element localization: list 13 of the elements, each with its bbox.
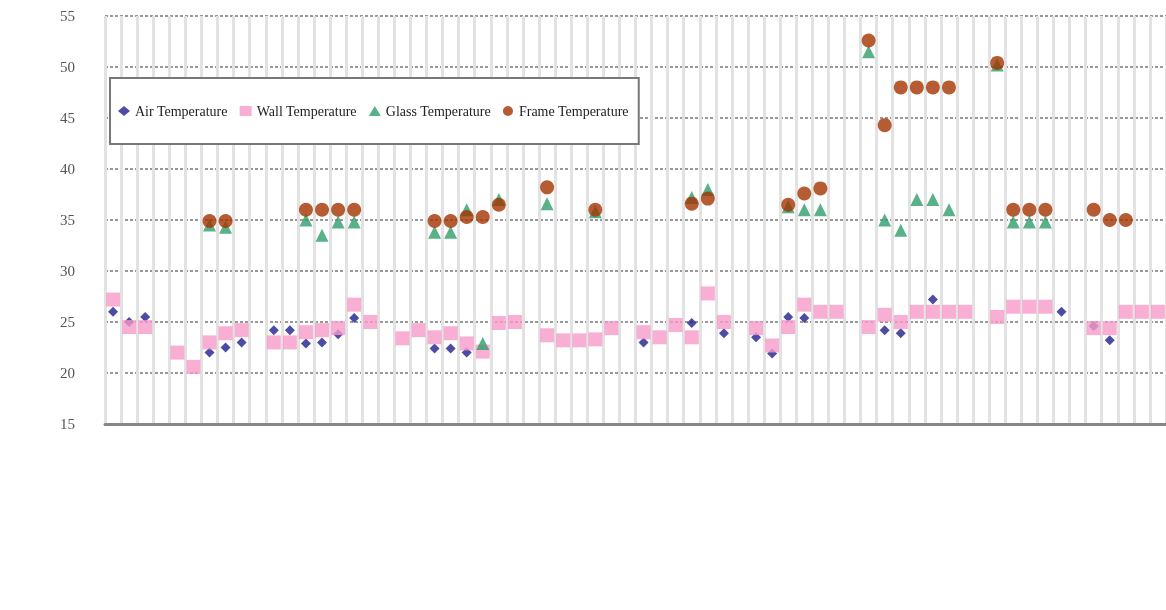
y-tick-label: 50 (60, 59, 75, 75)
y-tick-label: 35 (60, 212, 75, 228)
legend-label: Air Temperature (135, 103, 228, 119)
y-tick-label: 40 (60, 161, 75, 177)
legend-label: Frame Temperature (518, 103, 629, 119)
y-tick-label: 25 (60, 314, 75, 330)
legend-label: Glass Temperature (385, 103, 491, 119)
legend-label: Wall Temperature (256, 103, 357, 119)
y-tick-label: 15 (60, 416, 75, 432)
y-tick-label: 20 (60, 365, 75, 381)
y-tick-label: 30 (60, 263, 75, 279)
y-tick-label: 55 (60, 8, 75, 24)
y-tick-label: 45 (60, 110, 75, 126)
